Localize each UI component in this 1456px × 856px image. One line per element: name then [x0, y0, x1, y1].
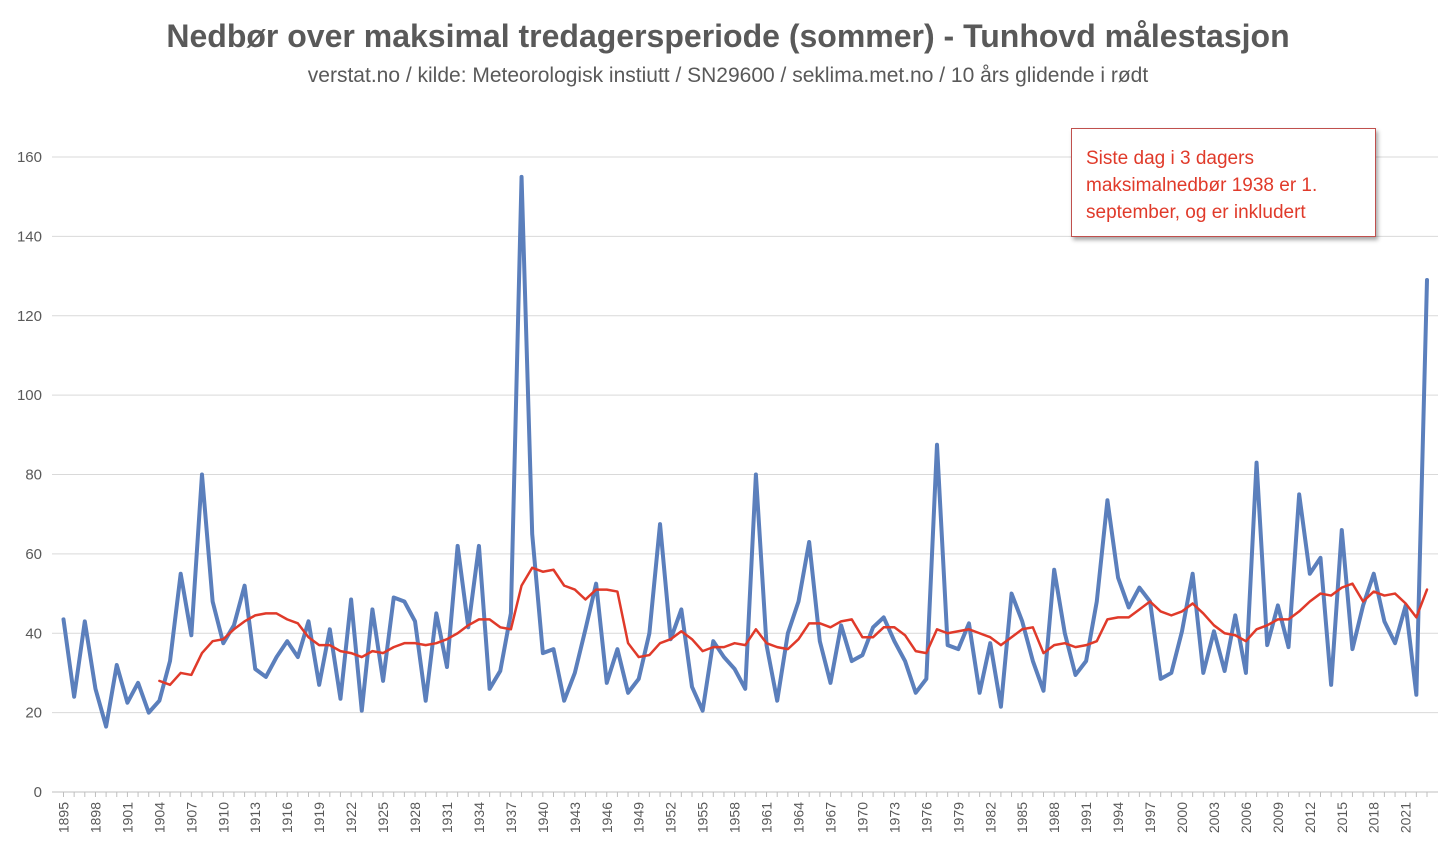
y-tick-label: 0 [34, 784, 42, 801]
x-tick-label: 1997 [1142, 802, 1158, 833]
x-tick-label: 1982 [982, 802, 998, 833]
x-tick-label: 2000 [1174, 802, 1190, 833]
x-tick-label: 1952 [663, 802, 679, 833]
y-tick-label: 160 [17, 149, 42, 166]
x-tick-label: 1916 [279, 802, 295, 833]
y-tick-label: 80 [25, 467, 42, 484]
x-axis-tick-marks [63, 792, 1428, 797]
x-tick-label: 1970 [854, 802, 870, 833]
x-tick-label: 1985 [1014, 802, 1030, 833]
x-tick-label: 1919 [311, 802, 327, 833]
x-tick-label: 2018 [1366, 802, 1382, 833]
x-tick-label: 1913 [247, 802, 263, 833]
y-tick-label: 140 [17, 228, 42, 245]
x-tick-label: 1967 [822, 802, 838, 833]
y-tick-label: 60 [25, 546, 42, 563]
y-tick-label: 120 [17, 308, 42, 325]
x-tick-label: 1922 [343, 802, 359, 833]
y-tick-label: 20 [25, 705, 42, 722]
x-tick-label: 1937 [503, 802, 519, 833]
x-tick-label: 1898 [87, 802, 103, 833]
x-axis-ticks: 1895 1898 1901 1904 1907 1910 1913 1916 1919 1922… [56, 802, 1414, 833]
x-tick-label: 2012 [1302, 802, 1318, 833]
x-tick-label: 1961 [759, 802, 775, 833]
x-tick-label: 1955 [695, 802, 711, 833]
series-lines [61, 174, 1429, 729]
x-tick-label: 1991 [1078, 802, 1094, 833]
x-tick-label: 1925 [375, 802, 391, 833]
x-tick-label: 1976 [918, 802, 934, 833]
x-tick-label: 1973 [886, 802, 902, 833]
series-line-annual [61, 174, 1429, 729]
x-tick-label: 2006 [1238, 802, 1254, 833]
x-tick-label: 1988 [1046, 802, 1062, 833]
x-tick-label: 1934 [471, 802, 487, 833]
x-tick-label: 1904 [151, 802, 167, 833]
chart-title: Nedbør over maksimal tredagersperiode (s… [166, 18, 1290, 54]
x-tick-label: 1901 [119, 802, 135, 833]
x-tick-label: 1946 [599, 802, 615, 833]
x-tick-label: 1979 [950, 802, 966, 833]
x-tick-label: 1949 [631, 802, 647, 833]
gridlines [52, 156, 1438, 793]
x-tick-label: 1910 [215, 802, 231, 833]
x-tick-label: 1928 [407, 802, 423, 833]
series-line-10yr-moving-average [158, 566, 1429, 687]
y-tick-label: 40 [25, 625, 42, 642]
x-tick-label: 1943 [567, 802, 583, 833]
x-tick-label: 1931 [439, 802, 455, 833]
x-tick-label: 1895 [56, 802, 72, 833]
x-tick-label: 1940 [535, 802, 551, 833]
y-tick-label: 100 [17, 387, 42, 404]
x-tick-label: 2021 [1398, 802, 1414, 833]
x-tick-label: 2015 [1334, 802, 1350, 833]
x-tick-label: 2003 [1206, 802, 1222, 833]
x-tick-label: 1964 [791, 802, 807, 833]
x-tick-label: 2009 [1270, 802, 1286, 833]
annotation-box: Siste dag i 3 dagers maksimalnedbør 1938… [1071, 128, 1376, 237]
x-tick-label: 1994 [1110, 802, 1126, 833]
chart-subtitle: verstat.no / kilde: Meteorologisk instiu… [307, 64, 1149, 87]
y-axis-ticks: 0 20 40 60 80 100 120 140 160 [17, 149, 42, 801]
x-tick-label: 1907 [183, 802, 199, 833]
x-tick-label: 1958 [727, 802, 743, 833]
